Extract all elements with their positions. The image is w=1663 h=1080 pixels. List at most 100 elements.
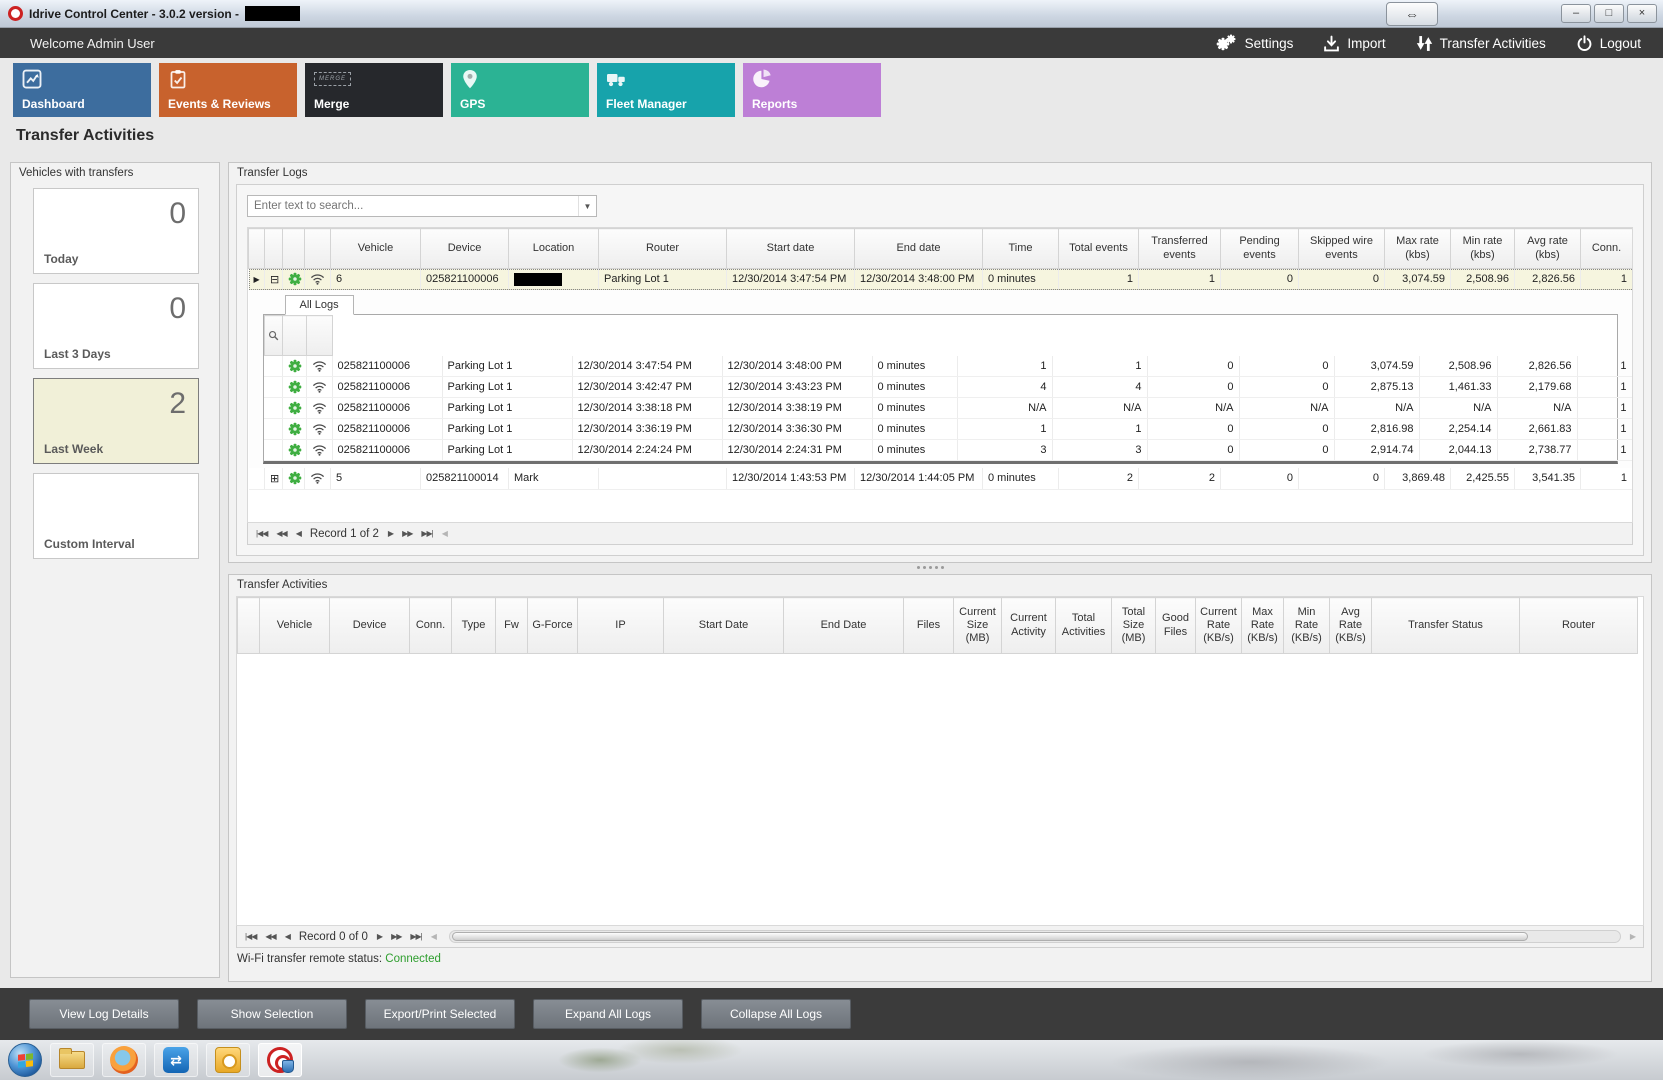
- filter-card-last-week[interactable]: 2 Last Week: [33, 378, 199, 464]
- search-input[interactable]: [248, 200, 578, 212]
- view-log-details-button[interactable]: View Log Details: [29, 999, 179, 1029]
- wifi-icon: [310, 472, 325, 484]
- nav-next-page-button[interactable]: ▶▶: [391, 932, 402, 941]
- column-header[interactable]: Avg rate (kbs): [1514, 228, 1581, 269]
- panel-splitter-handle[interactable]: [800, 566, 1060, 570]
- tab-merge[interactable]: MERGE Merge: [305, 63, 443, 117]
- transfer-activities-button[interactable]: Transfer Activities: [1416, 35, 1546, 52]
- column-header[interactable]: Vehicle: [259, 597, 330, 654]
- column-header[interactable]: End date: [854, 228, 983, 269]
- column-header[interactable]: IP: [577, 597, 664, 654]
- pie-chart-icon: [752, 69, 776, 91]
- column-header[interactable]: Router: [598, 228, 727, 269]
- tab-events-reviews[interactable]: Events & Reviews: [159, 63, 297, 117]
- tab-reports[interactable]: Reports: [743, 63, 881, 117]
- chevron-down-icon[interactable]: ▼: [578, 196, 596, 216]
- nav-prev-page-button[interactable]: ◀◀: [265, 932, 276, 941]
- collapse-all-logs-button[interactable]: Collapse All Logs: [701, 999, 851, 1029]
- show-selection-button[interactable]: Show Selection: [197, 999, 347, 1029]
- nav-last-button[interactable]: ▶▶|: [421, 529, 433, 538]
- expand-all-logs-button[interactable]: Expand All Logs: [533, 999, 683, 1029]
- column-header[interactable]: Current Activity: [1001, 597, 1056, 654]
- taskbar-file-explorer-button[interactable]: [50, 1043, 94, 1077]
- column-header[interactable]: Transfer Status: [1371, 597, 1520, 654]
- column-header[interactable]: Start Date: [663, 597, 784, 654]
- tab-dashboard[interactable]: Dashboard: [13, 63, 151, 117]
- column-header[interactable]: Min Rate (KB/s): [1283, 597, 1330, 654]
- column-header[interactable]: Total Activities: [1055, 597, 1112, 654]
- nav-next-page-button[interactable]: ▶▶: [402, 529, 413, 538]
- column-header[interactable]: End Date: [783, 597, 904, 654]
- table-row[interactable]: ▶ ⊟ 6 025821100006 Parking Lot 1 12/30/2…: [248, 268, 1632, 290]
- nav-next-button[interactable]: ▶: [387, 529, 394, 538]
- nav-first-button[interactable]: |◀◀: [256, 529, 268, 538]
- expand-row-button[interactable]: ⊞: [264, 468, 283, 490]
- nav-prev-button[interactable]: ◀: [295, 529, 302, 538]
- export-print-selected-button[interactable]: Export/Print Selected: [365, 999, 515, 1029]
- column-header[interactable]: Start date: [726, 228, 855, 269]
- collapse-row-button[interactable]: ⊟: [264, 268, 283, 290]
- column-header[interactable]: Device: [329, 597, 410, 654]
- settings-button[interactable]: Settings: [1216, 34, 1293, 52]
- column-header[interactable]: Time: [982, 228, 1059, 269]
- hscroll-right-arrow[interactable]: ▶: [1629, 932, 1636, 941]
- all-logs-row[interactable]: 025821100006 Parking Lot 1 12/30/2014 3:…: [264, 397, 1632, 419]
- taskbar-outlook-button[interactable]: [206, 1043, 250, 1077]
- column-header[interactable]: Current Rate (KB/s): [1195, 597, 1242, 654]
- column-header[interactable]: Files: [903, 597, 954, 654]
- all-logs-row[interactable]: 025821100006 Parking Lot 1 12/30/2014 3:…: [264, 376, 1632, 398]
- column-header[interactable]: Max rate (kbs): [1384, 228, 1451, 269]
- column-header[interactable]: Location: [508, 228, 599, 269]
- taskbar-idrive-button[interactable]: [258, 1043, 302, 1077]
- column-header[interactable]: Current Size (MB): [953, 597, 1002, 654]
- nav-last-button[interactable]: ▶▶|: [410, 932, 422, 941]
- horizontal-scrollbar[interactable]: [448, 930, 1621, 943]
- windows-start-button[interactable]: [8, 1043, 42, 1077]
- wifi-icon: [312, 423, 327, 435]
- column-header[interactable]: Transferred events: [1138, 228, 1221, 269]
- filter-card-today[interactable]: 0 Today: [33, 188, 199, 274]
- tab-all-logs[interactable]: All Logs: [284, 295, 354, 315]
- column-header[interactable]: Good Files: [1155, 597, 1196, 654]
- search-icon[interactable]: [268, 330, 279, 341]
- column-header[interactable]: Max Rate (KB/s): [1241, 597, 1284, 654]
- all-logs-row[interactable]: 025821100006 Parking Lot 1 12/30/2014 3:…: [264, 418, 1632, 440]
- nav-prev-button[interactable]: ◀: [284, 932, 291, 941]
- column-header[interactable]: Skipped wire events: [1298, 228, 1385, 269]
- column-header[interactable]: Conn.: [1580, 228, 1632, 269]
- filter-card-custom-interval[interactable]: Custom Interval: [33, 473, 199, 559]
- column-header[interactable]: Avg Rate (KB/s): [1329, 597, 1372, 654]
- all-logs-row[interactable]: 025821100006 Parking Lot 1 12/30/2014 3:…: [264, 355, 1632, 377]
- minimize-button[interactable]: –: [1561, 4, 1591, 23]
- column-header[interactable]: Router: [1519, 597, 1638, 654]
- hscroll-left-arrow[interactable]: ◀: [430, 932, 437, 941]
- power-icon: [1576, 35, 1593, 52]
- column-header[interactable]: G-Force: [527, 597, 578, 654]
- scrollbar-thumb[interactable]: [451, 932, 1529, 941]
- column-header[interactable]: Vehicle: [330, 228, 421, 269]
- nav-next-button[interactable]: ▶: [376, 932, 383, 941]
- filter-card-last-3-days[interactable]: 0 Last 3 Days: [33, 283, 199, 369]
- import-button[interactable]: Import: [1323, 35, 1386, 52]
- taskbar-teamviewer-button[interactable]: ⇄: [154, 1043, 198, 1077]
- nav-first-button[interactable]: |◀◀: [245, 932, 257, 941]
- nav-prev-page-button[interactable]: ◀◀: [276, 529, 287, 538]
- column-header[interactable]: Total events: [1058, 228, 1139, 269]
- tab-gps[interactable]: GPS: [451, 63, 589, 117]
- dock-toggle-button[interactable]: ⇔: [1386, 2, 1438, 26]
- table-row[interactable]: ⊞ 5 025821100014 Mark 12/30/2014 1:43:53…: [248, 468, 1632, 490]
- taskbar-firefox-button[interactable]: [102, 1043, 146, 1077]
- column-header[interactable]: Fw: [495, 597, 528, 654]
- column-header[interactable]: Device: [420, 228, 509, 269]
- column-header[interactable]: Pending events: [1220, 228, 1299, 269]
- maximize-button[interactable]: □: [1594, 4, 1624, 23]
- tab-fleet-manager[interactable]: Fleet Manager: [597, 63, 735, 117]
- column-header[interactable]: Conn.: [409, 597, 452, 654]
- column-header[interactable]: Total Size (MB): [1111, 597, 1156, 654]
- all-logs-row[interactable]: 025821100006 Parking Lot 1 12/30/2014 2:…: [264, 439, 1632, 461]
- close-button[interactable]: ×: [1627, 4, 1657, 23]
- hscroll-left-arrow[interactable]: ◀: [441, 529, 448, 538]
- logout-button[interactable]: Logout: [1576, 35, 1641, 52]
- column-header[interactable]: Min rate (kbs): [1450, 228, 1515, 269]
- column-header[interactable]: Type: [451, 597, 496, 654]
